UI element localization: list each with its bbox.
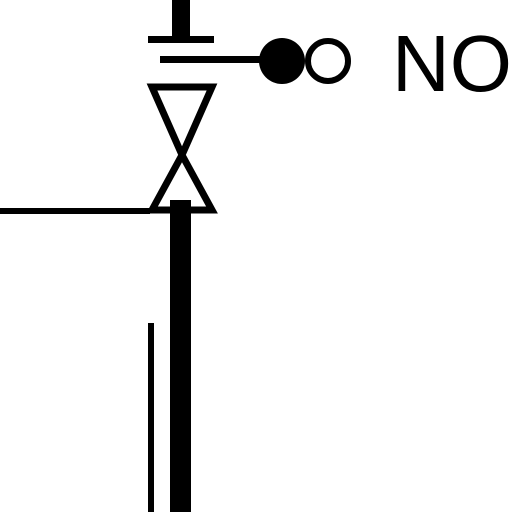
actuator-lower-bar (160, 56, 256, 63)
valve-body (146, 83, 218, 214)
contact-label: NO (392, 19, 512, 108)
contact-link-line (214, 56, 264, 63)
actuator-upper-bar (148, 36, 214, 43)
top-stem (172, 0, 190, 42)
parallel-line (148, 323, 154, 512)
inlet-line (0, 208, 150, 214)
contact-open-circle (305, 38, 351, 84)
contact-filled-dot (259, 38, 305, 84)
main-pipe (170, 200, 191, 512)
